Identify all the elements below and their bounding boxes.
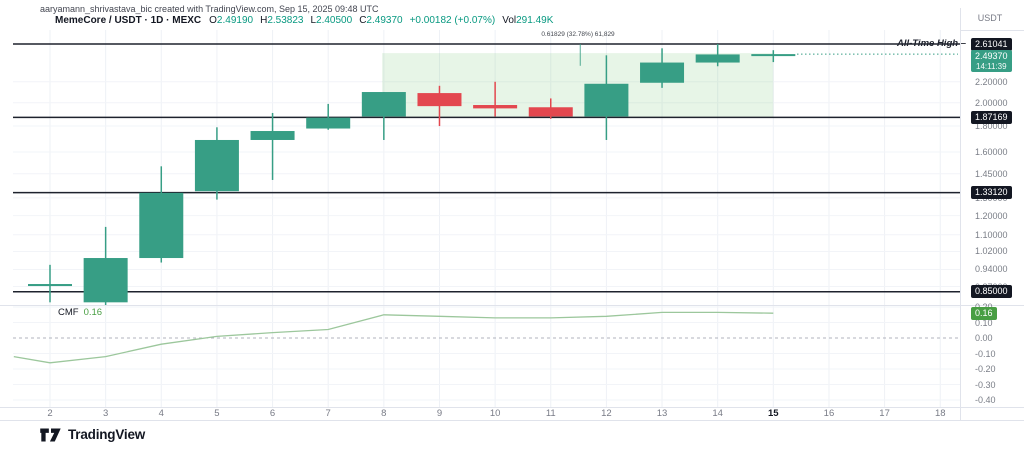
time-tick-label: 4 xyxy=(158,408,164,419)
legend-field-label: H xyxy=(260,15,268,26)
candle-body[interactable] xyxy=(306,117,351,129)
cmf-line[interactable] xyxy=(13,311,774,364)
price-tick-label: 2.20000 xyxy=(975,76,1008,87)
ohlc-values: O2.49190 H2.53823 L2.40500 C2.49370 +0.00182… xyxy=(209,15,560,26)
candle-body[interactable] xyxy=(417,93,462,107)
axis-header-divider xyxy=(961,30,1024,31)
time-tick-label: 5 xyxy=(214,408,220,419)
legend-field: L2.40500 xyxy=(310,15,352,26)
price-tick-label: 1.60000 xyxy=(975,147,1008,158)
time-tick-label: 10 xyxy=(489,408,501,419)
symbol-legend: MemeCore / USDT · 1D · MEXC O2.49190 H2.53… xyxy=(55,15,560,26)
pane-divider[interactable] xyxy=(0,305,1024,306)
time-tick-label: 6 xyxy=(269,408,276,419)
bar-countdown: 14:11:39 xyxy=(976,61,1007,71)
cmf-tick-label: -0.10 xyxy=(975,348,996,359)
time-tick-label: 12 xyxy=(601,408,612,419)
indicator-legend[interactable]: CMF 0.16 xyxy=(58,307,102,318)
legend-field-value: 2.49190 xyxy=(216,15,254,26)
candle-body[interactable] xyxy=(640,62,685,83)
price-tick-label: 1.45000 xyxy=(975,168,1008,179)
legend-field-value: 2.53823 xyxy=(267,15,304,26)
cmf-tick-label: -0.40 xyxy=(975,395,996,405)
legend-field-label: O xyxy=(209,15,217,26)
candle-body[interactable] xyxy=(528,107,573,117)
tradingview-logo-icon xyxy=(40,428,61,441)
time-tick-label: 3 xyxy=(102,408,109,419)
cmf-tick-label: 0.00 xyxy=(975,333,993,343)
candle-body[interactable] xyxy=(361,92,406,117)
legend-field: O2.49190 xyxy=(209,15,253,26)
candle-body[interactable] xyxy=(473,105,518,109)
legend-field: C2.49370 xyxy=(359,15,402,26)
last-price-badge: 2.49370 14:11:39 xyxy=(971,49,1012,72)
candle-body[interactable] xyxy=(751,54,796,57)
price-tick-label: 2.00000 xyxy=(975,97,1008,108)
time-tick-label: 13 xyxy=(656,408,668,419)
time-tick-label: 7 xyxy=(325,408,331,419)
legend-field: +0.00182 (+0.07%) xyxy=(410,15,496,26)
candle-body[interactable] xyxy=(194,139,239,192)
legend-field-value: +0.00182 (+0.07%) xyxy=(409,15,496,26)
candle-body[interactable] xyxy=(250,131,295,140)
price-level-badge: 1.87169 xyxy=(971,110,1012,124)
legend-field-value: 291.49K xyxy=(516,15,554,26)
tradingview-logo[interactable]: TradingView xyxy=(40,427,145,442)
legend-field: H2.53823 xyxy=(260,15,303,26)
legend-field: Vol291.49K xyxy=(502,15,553,26)
price-level-badge: 0.85000 xyxy=(971,285,1012,299)
cmf-tick-label: -0.20 xyxy=(975,364,996,374)
candle-body[interactable] xyxy=(28,284,72,287)
legend-field-label: Vol xyxy=(502,15,517,26)
price-level-badge: 1.33120 xyxy=(971,186,1012,200)
price-tick-label: 1.10000 xyxy=(975,229,1008,240)
attribution-text: aaryamann_shrivastava_bic created with T… xyxy=(40,4,379,14)
price-tick-label: 1.02000 xyxy=(975,246,1008,257)
price-axis-border xyxy=(960,8,961,420)
legend-field-value: 2.40500 xyxy=(316,15,353,26)
price-level-badge: 2.61041 xyxy=(971,37,1012,51)
cmf-tick-label: -0.30 xyxy=(975,379,996,390)
time-tick-label: 16 xyxy=(823,408,835,419)
price-tick-label: 0.94000 xyxy=(975,264,1008,275)
candle-body[interactable] xyxy=(139,192,184,259)
cmf-tick-label: 0.10 xyxy=(975,317,993,328)
time-tick-label: 11 xyxy=(545,408,556,419)
indicator-value: 0.16 xyxy=(83,307,103,318)
time-tick-label: 2 xyxy=(47,408,53,419)
time-tick-label: 18 xyxy=(934,408,946,419)
time-axis-divider xyxy=(0,407,1024,408)
all-time-high-label: All-Time High – xyxy=(897,38,966,49)
symbol-title[interactable]: MemeCore / USDT · 1D · MEXC xyxy=(55,15,202,26)
highlight-box xyxy=(382,53,774,118)
time-tick-label: 17 xyxy=(879,408,890,419)
tradingview-logo-text: TradingView xyxy=(68,427,146,442)
time-tick-label: 9 xyxy=(436,408,443,419)
time-tick-label: 8 xyxy=(381,408,387,419)
legend-field-label: L xyxy=(310,15,317,26)
candle-body[interactable] xyxy=(83,258,128,303)
time-tick-label: 15 xyxy=(768,408,779,419)
time-tick-label: 14 xyxy=(712,408,723,419)
legend-field-value: 2.49370 xyxy=(366,15,403,26)
chart-bottom-border xyxy=(0,420,1024,421)
indicator-name: CMF xyxy=(58,307,79,318)
candle-body[interactable] xyxy=(584,83,629,117)
price-tick-label: 1.80000 xyxy=(975,121,1008,132)
candle-body[interactable] xyxy=(695,54,740,63)
legend-field-label: C xyxy=(359,15,367,26)
price-range-annotation: 0.61829 (32.78%) 61,829 xyxy=(541,31,615,38)
price-tick-label: 1.20000 xyxy=(975,210,1008,221)
price-axis-currency: USDT xyxy=(977,13,1003,23)
cmf-value-badge: 0.16 xyxy=(971,306,997,320)
